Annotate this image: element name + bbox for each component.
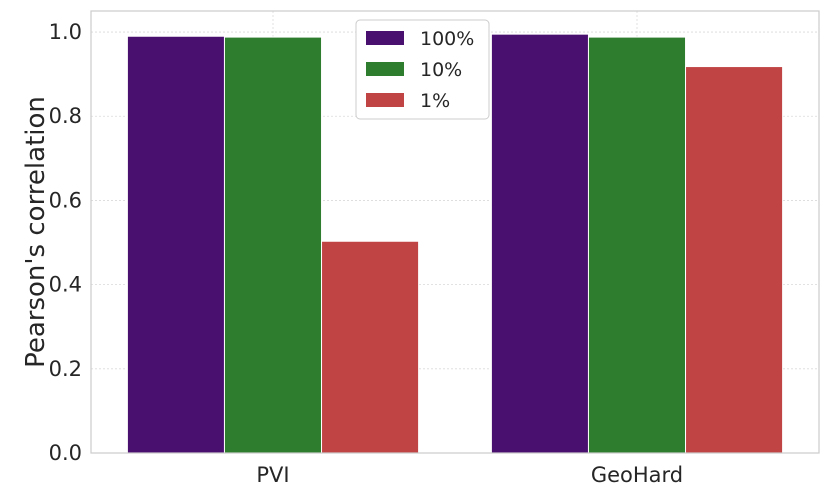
bars bbox=[126, 33, 784, 454]
y-tick-label: 0.8 bbox=[49, 104, 82, 128]
y-tick-label: 0.0 bbox=[49, 441, 82, 465]
y-tick-label: 0.4 bbox=[49, 273, 82, 297]
bar-100pct-geohard bbox=[490, 33, 589, 454]
legend-entry-label: 1% bbox=[420, 90, 450, 112]
legend-swatch bbox=[366, 62, 404, 76]
y-axis-label: Pearson's correlation bbox=[21, 96, 51, 368]
x-axis-ticks: PVI GeoHard bbox=[256, 463, 683, 487]
y-tick-label: 1.0 bbox=[49, 20, 82, 44]
legend-swatch bbox=[366, 93, 404, 107]
legend-entry-label: 10% bbox=[420, 59, 462, 81]
bar-10pct-pvi bbox=[223, 36, 323, 454]
plot-area-frame bbox=[90, 10, 820, 454]
x-tick-label: PVI bbox=[256, 463, 289, 487]
y-tick-label: 0.2 bbox=[49, 357, 82, 381]
legend-swatch bbox=[366, 31, 404, 45]
y-axis-ticks: 0.0 0.2 0.4 0.6 0.8 1.0 bbox=[49, 20, 82, 465]
bar-10pct-geohard bbox=[587, 36, 687, 454]
bar-100pct-pvi bbox=[126, 35, 225, 454]
legend: 100% 10% 1% bbox=[355, 19, 490, 120]
bar-1pct-pvi bbox=[321, 240, 420, 454]
legend-entry-label: 100% bbox=[420, 28, 474, 50]
bar-1pct-geohard bbox=[685, 66, 784, 454]
y-tick-label: 0.6 bbox=[49, 188, 82, 212]
x-tick-label: GeoHard bbox=[591, 463, 683, 487]
